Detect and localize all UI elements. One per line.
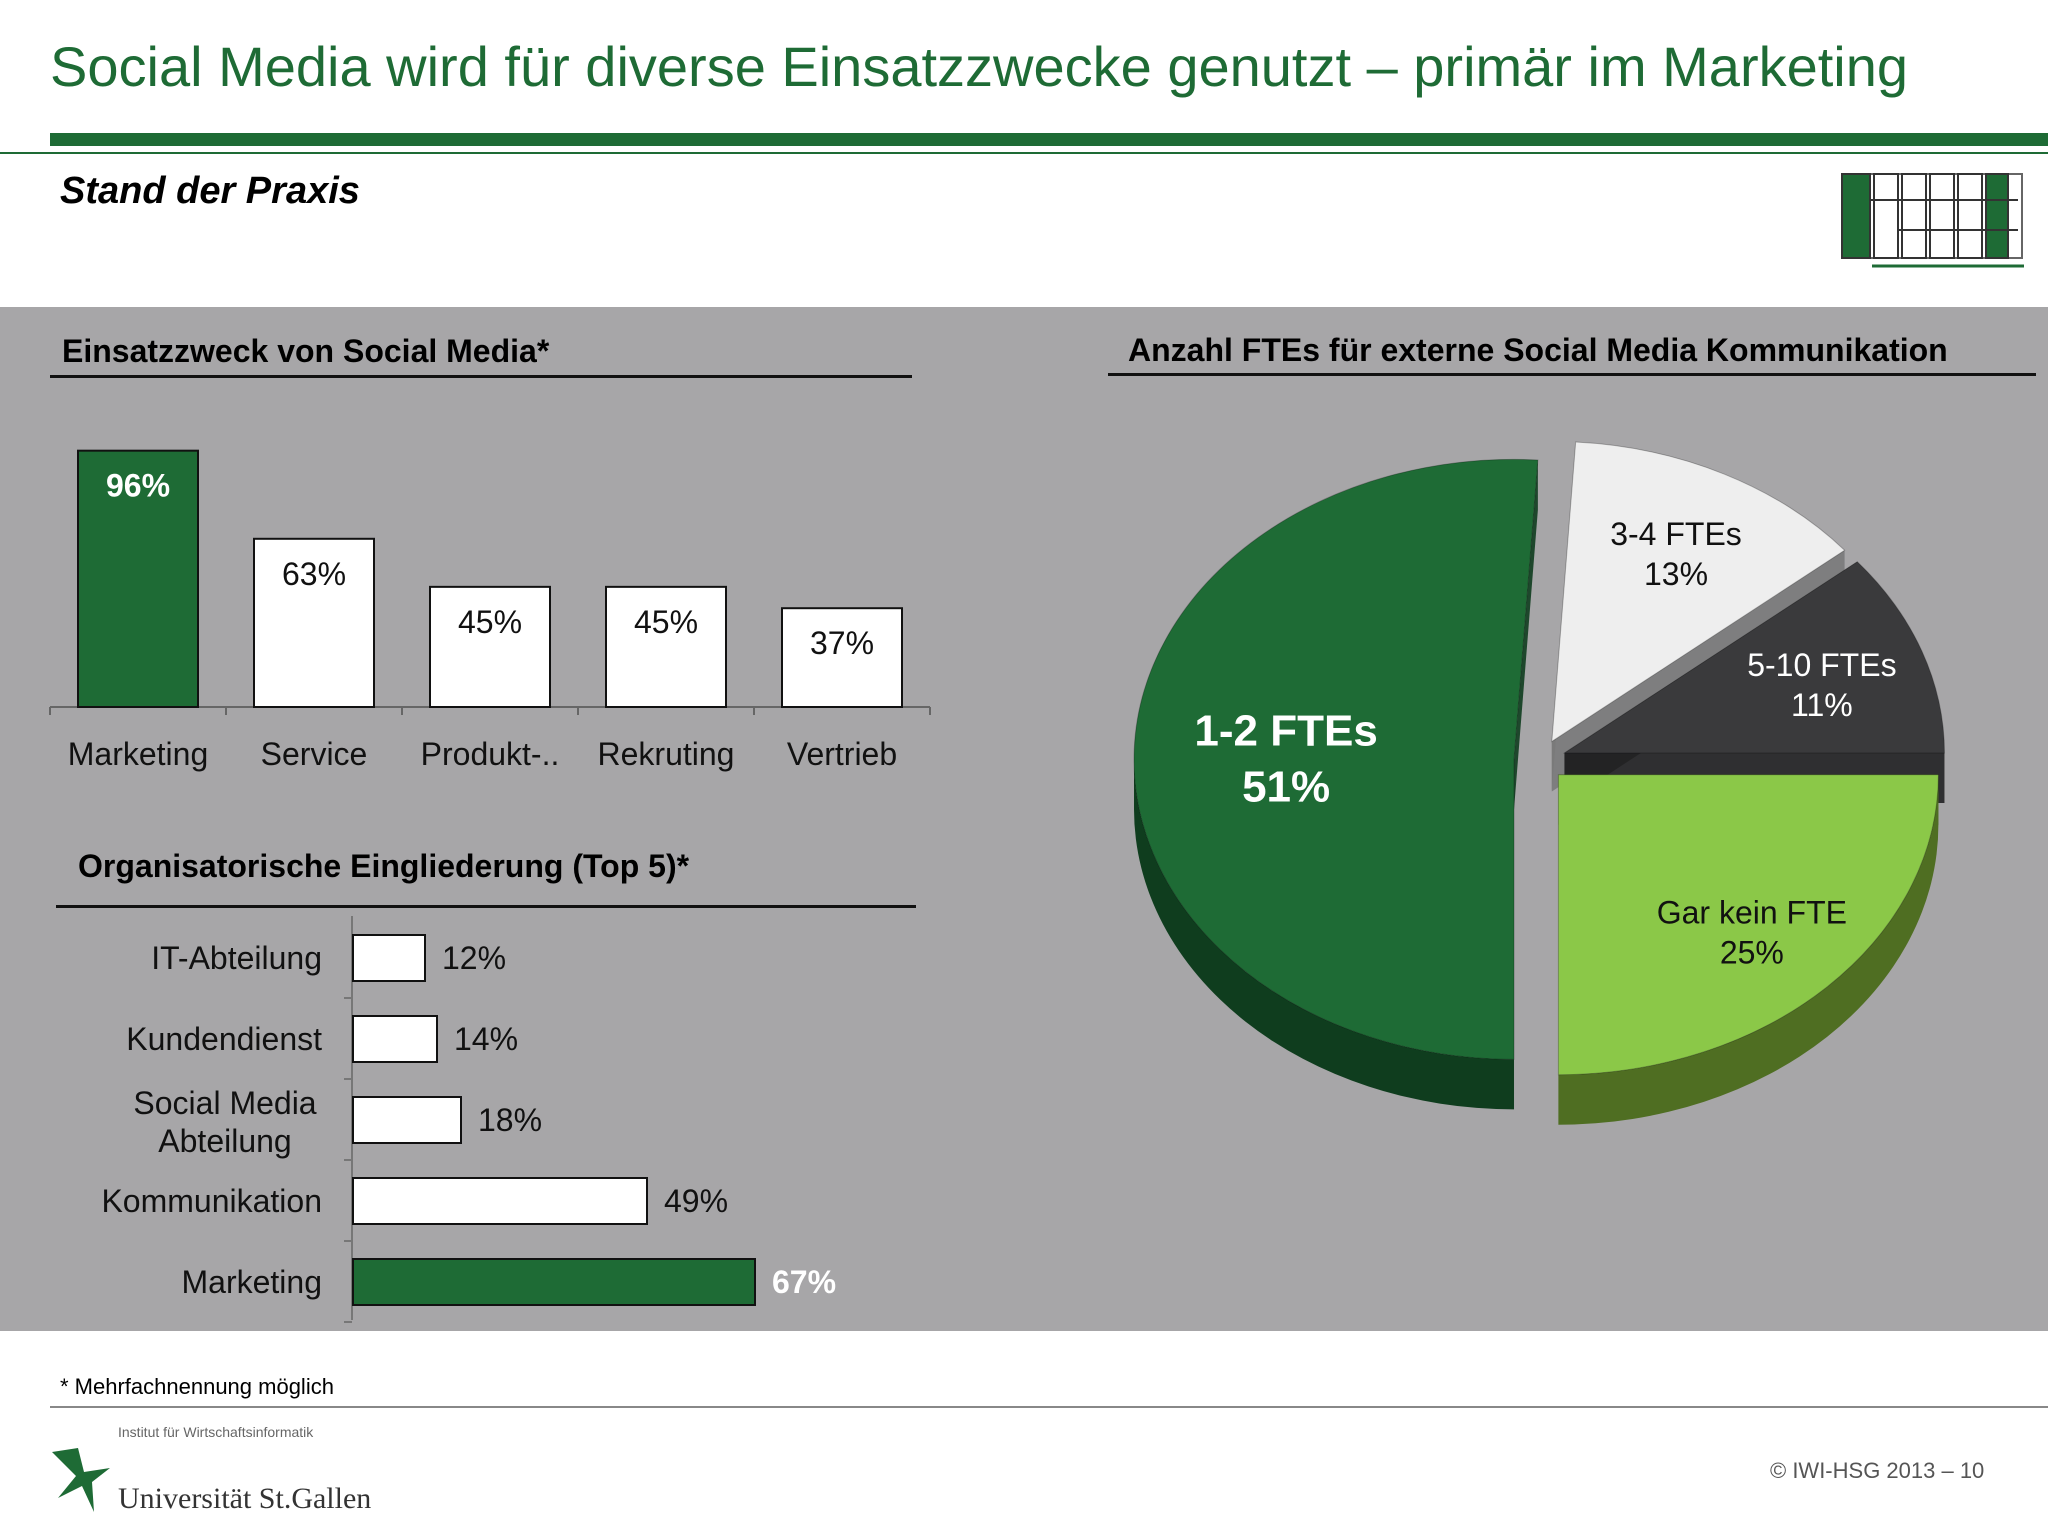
bar-value-label: 45% <box>458 604 522 640</box>
bar-4 <box>781 607 903 709</box>
einsatzzweck-bar-chart: 96% Marketing 63% Service 45% Produkt-.. 45% Re… <box>49 449 931 772</box>
fte-pie-chart: 1-2 FTEs 51% 3-4 FTEs 13% 5-10 FTEs 11% Gar ke… <box>1133 441 1945 1125</box>
hbar-0 <box>352 934 426 982</box>
hbar-category-label: IT-Abteilung <box>151 940 322 976</box>
pie-value-label: 13% <box>1644 556 1708 592</box>
bar-0 <box>77 449 199 709</box>
pie-slice-2 <box>1562 561 1945 754</box>
hbar-chart-title: Organisatorische Eingliederung (Top 5)* <box>78 848 690 884</box>
title-underline-thick <box>50 133 2048 146</box>
university-name: Universität St.Gallen <box>118 1482 372 1515</box>
hbar-category-label: Social Media Abteilung <box>133 1085 316 1159</box>
pie-label: 5-10 FTEs <box>1747 647 1896 683</box>
title-underline-thin <box>0 152 2048 154</box>
bar-3 <box>605 585 727 709</box>
hbar-3 <box>352 1177 648 1225</box>
bar-1 <box>253 537 375 709</box>
hbar-value-label: 12% <box>442 940 506 976</box>
pie-chart-title-rule <box>1108 373 2036 376</box>
hbar-value-label: 14% <box>454 1021 518 1057</box>
copyright: © IWI-HSG 2013 – 10 <box>1770 1458 1985 1483</box>
hbar-4 <box>352 1258 756 1306</box>
pie-label: 1-2 FTEs <box>1194 707 1377 756</box>
navigation-diagram-icon <box>1841 173 2024 268</box>
pie-slice-3 <box>1557 774 1939 1076</box>
bar-2 <box>429 585 551 709</box>
bar-category-label: Service <box>261 736 368 772</box>
hbar-chart-title-rule <box>56 905 916 908</box>
bar-category-label: Produkt-.. <box>421 736 560 772</box>
hbar-category-label: Marketing <box>182 1264 323 1300</box>
bar-value-label: 37% <box>810 625 874 661</box>
bar-chart-title: Einsatzzweck von Social Media* <box>62 333 550 369</box>
pie-side-0 <box>1134 759 1515 1110</box>
hbar-category-label: Kundendienst <box>126 1021 322 1057</box>
hbar-2 <box>352 1096 462 1144</box>
hbar-value-label: 18% <box>478 1102 542 1138</box>
footer-rule <box>50 1406 2048 1408</box>
hbar-value-label: 67% <box>772 1264 836 1300</box>
institute-name: Institut für Wirtschaftsinformatik <box>118 1424 314 1440</box>
bar-chart-title-rule <box>50 375 912 378</box>
pie-value-label: 25% <box>1720 934 1784 970</box>
bar-category-label: Marketing <box>68 736 209 772</box>
bar-value-label: 45% <box>634 604 698 640</box>
pie-label: 3-4 FTEs <box>1610 516 1742 552</box>
pie-slice-1 <box>1551 441 1846 743</box>
pie-value-label: 11% <box>1791 687 1853 723</box>
pie-label: Gar kein FTE <box>1657 894 1847 930</box>
bar-value-label: 96% <box>106 468 170 504</box>
eingliederung-bar-chart: 12% IT-Abteilung 14% Kundendienst 18% Social … <box>101 916 836 1323</box>
slide-title: Social Media wird für diverse Einsatzzwe… <box>50 35 1909 98</box>
hbar-category-label: Kommunikation <box>101 1183 322 1219</box>
hbar-1 <box>352 1015 438 1063</box>
pie-value-label: 51% <box>1242 763 1330 812</box>
footnote: * Mehrfachnennung möglich <box>60 1374 334 1399</box>
pie-side-3 <box>1558 774 1939 1125</box>
pie-chart-title: Anzahl FTEs für externe Social Media Kom… <box>1128 332 1948 368</box>
bar-value-label: 63% <box>282 556 346 592</box>
pie-wall-0 <box>1514 459 1538 810</box>
bar-category-label: Vertrieb <box>787 736 897 772</box>
slide-subtitle: Stand der Praxis <box>60 170 360 212</box>
bar-category-label: Rekruting <box>598 736 735 772</box>
university-logo-icon <box>52 1448 110 1512</box>
pie-slice-0 <box>1133 458 1539 1060</box>
hbar-value-label: 49% <box>664 1183 728 1219</box>
